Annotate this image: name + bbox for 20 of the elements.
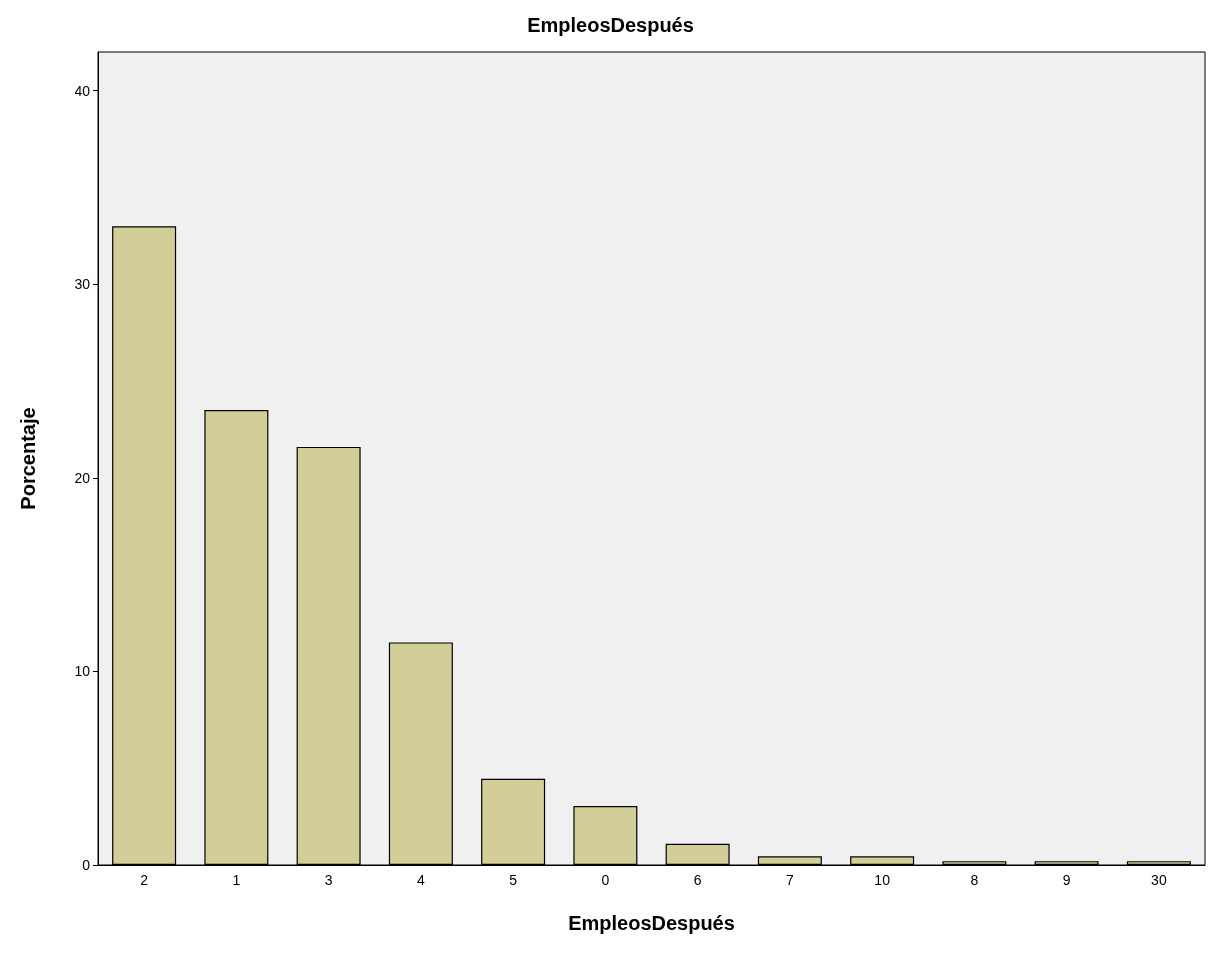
x-tick-label: 10: [874, 872, 891, 888]
y-tick-label: 40: [74, 82, 91, 99]
x-tick-label: 5: [509, 872, 518, 888]
x-tick-label: 30: [1151, 872, 1167, 888]
x-tick-label: 1: [232, 872, 241, 888]
y-tick-label: 20: [74, 469, 91, 486]
x-tick-label: 4: [416, 872, 425, 888]
x-tick-label: 7: [785, 872, 794, 888]
x-tick-label: 3: [324, 872, 333, 888]
y-tick-label: 30: [74, 276, 91, 293]
x-tick-label: 0: [601, 872, 610, 888]
x-tick-label: 2: [140, 872, 149, 888]
y-tick-label: 10: [74, 663, 91, 680]
x-tick-label: 6: [693, 872, 702, 888]
x-axis-title: EmpleosDespués: [568, 912, 735, 934]
x-tick-label: 9: [1062, 872, 1071, 888]
y-axis-title: Porcentaje: [17, 407, 39, 510]
y-tick-label: 0: [82, 857, 91, 873]
x-tick-label: 8: [970, 872, 979, 888]
chart-title: EmpleosDespués: [527, 14, 694, 36]
